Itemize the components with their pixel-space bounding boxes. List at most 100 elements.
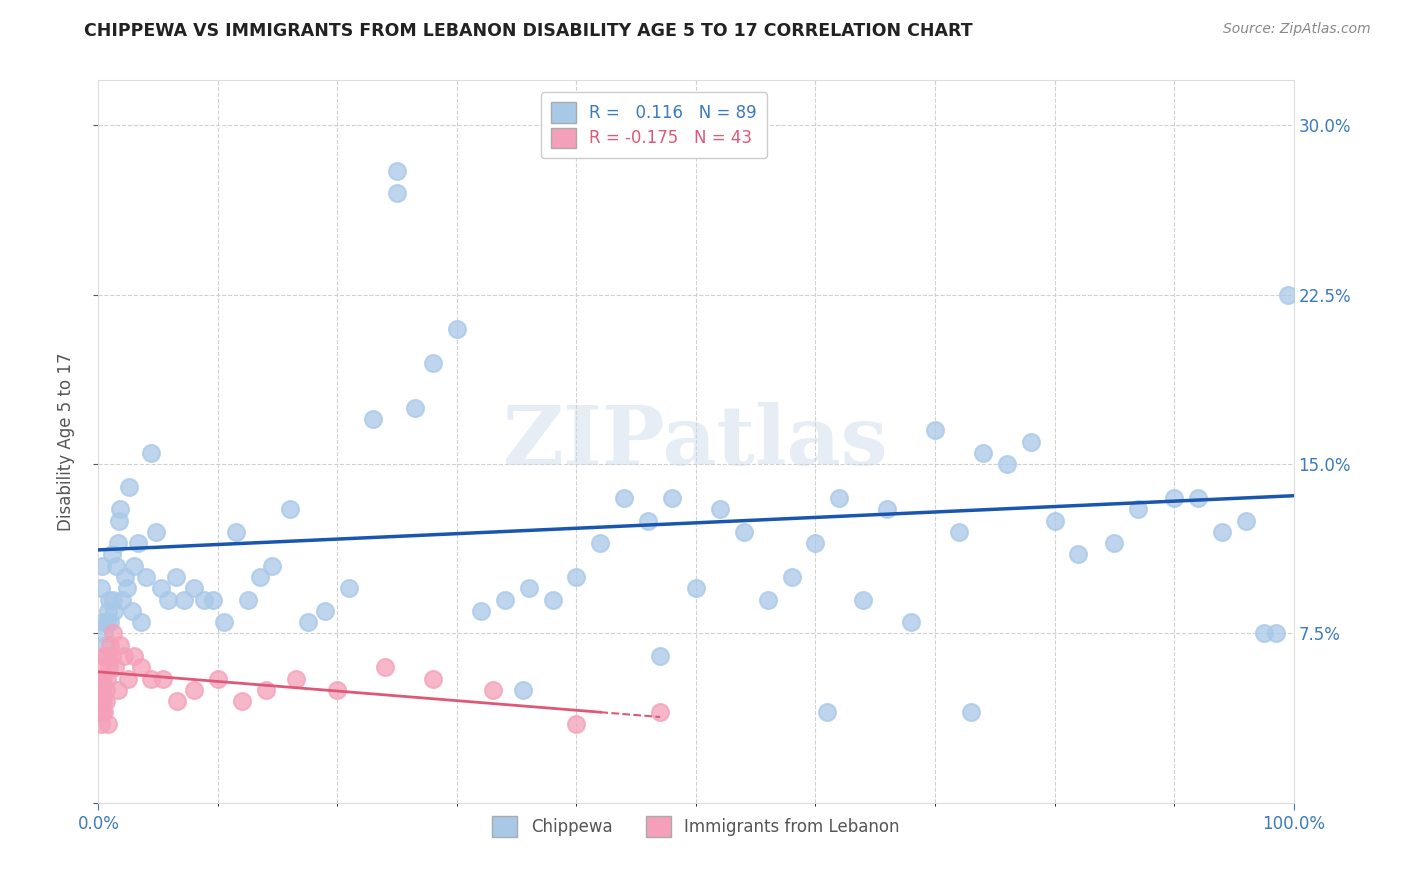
Point	[111, 592, 134, 607]
Point	[93, 706, 115, 720]
Point	[107, 682, 129, 697]
Point	[103, 604, 125, 618]
Point	[960, 706, 983, 720]
Point	[815, 706, 838, 720]
Point	[108, 638, 131, 652]
Point	[89, 706, 111, 720]
Point	[89, 672, 111, 686]
Point	[756, 592, 779, 607]
Point	[260, 558, 283, 573]
Point	[135, 570, 157, 584]
Point	[112, 648, 135, 663]
Point	[422, 355, 444, 369]
Point	[995, 457, 1018, 471]
Point	[91, 672, 114, 686]
Point	[733, 524, 755, 539]
Point	[100, 548, 122, 562]
Point	[98, 660, 121, 674]
Point	[278, 502, 301, 516]
Point	[446, 321, 468, 335]
Text: Source: ZipAtlas.com: Source: ZipAtlas.com	[1223, 22, 1371, 37]
Point	[145, 524, 167, 539]
Point	[1187, 491, 1209, 505]
Point	[685, 582, 707, 596]
Point	[117, 672, 139, 686]
Point	[648, 706, 672, 720]
Point	[673, 141, 696, 155]
Point	[96, 615, 118, 630]
Legend: Chippewa, Immigrants from Lebanon: Chippewa, Immigrants from Lebanon	[484, 808, 908, 845]
Point	[93, 626, 115, 640]
Point	[363, 412, 385, 426]
Point	[385, 186, 409, 201]
Point	[97, 716, 120, 731]
Point	[297, 615, 319, 630]
Point	[613, 491, 636, 505]
Point	[105, 558, 128, 573]
Point	[231, 694, 253, 708]
Point	[108, 502, 131, 516]
Point	[91, 706, 114, 720]
Point	[1253, 626, 1275, 640]
Point	[972, 446, 994, 460]
Point	[94, 694, 117, 708]
Point	[1211, 524, 1233, 539]
Point	[207, 672, 229, 686]
Point	[91, 660, 114, 674]
Point	[121, 604, 143, 618]
Point	[94, 638, 117, 652]
Text: CHIPPEWA VS IMMIGRANTS FROM LEBANON DISABILITY AGE 5 TO 17 CORRELATION CHART: CHIPPEWA VS IMMIGRANTS FROM LEBANON DISA…	[84, 22, 973, 40]
Point	[404, 401, 426, 415]
Point	[124, 558, 146, 573]
Point	[100, 648, 122, 663]
Point	[139, 446, 162, 460]
Point	[565, 716, 588, 731]
Point	[804, 536, 827, 550]
Point	[422, 672, 444, 686]
Point	[1043, 514, 1066, 528]
Point	[225, 524, 247, 539]
Point	[1019, 434, 1042, 449]
Point	[876, 502, 898, 516]
Point	[124, 648, 146, 663]
Point	[107, 536, 129, 550]
Point	[107, 514, 129, 528]
Point	[661, 491, 683, 505]
Point	[139, 672, 162, 686]
Point	[149, 582, 172, 596]
Point	[339, 582, 361, 596]
Point	[97, 604, 120, 618]
Point	[98, 592, 121, 607]
Point	[780, 570, 803, 584]
Point	[127, 536, 149, 550]
Point	[385, 163, 409, 178]
Point	[212, 615, 235, 630]
Point	[648, 648, 672, 663]
Point	[565, 570, 588, 584]
Point	[183, 582, 205, 596]
Point	[924, 423, 946, 437]
Point	[236, 592, 259, 607]
Point	[852, 592, 875, 607]
Point	[709, 502, 731, 516]
Point	[98, 638, 122, 652]
Point	[166, 694, 188, 708]
Point	[481, 682, 505, 697]
Point	[512, 682, 534, 697]
Point	[1128, 502, 1150, 516]
Point	[156, 592, 179, 607]
Point	[1234, 514, 1257, 528]
Point	[374, 660, 396, 674]
Point	[589, 536, 612, 550]
Point	[249, 570, 271, 584]
Text: ZIPatlas: ZIPatlas	[503, 401, 889, 482]
Point	[193, 592, 215, 607]
Point	[101, 626, 124, 640]
Point	[183, 682, 205, 697]
Point	[96, 672, 118, 686]
Point	[173, 592, 195, 607]
Point	[254, 682, 277, 697]
Point	[494, 592, 516, 607]
Point	[517, 582, 540, 596]
Point	[1264, 626, 1286, 640]
